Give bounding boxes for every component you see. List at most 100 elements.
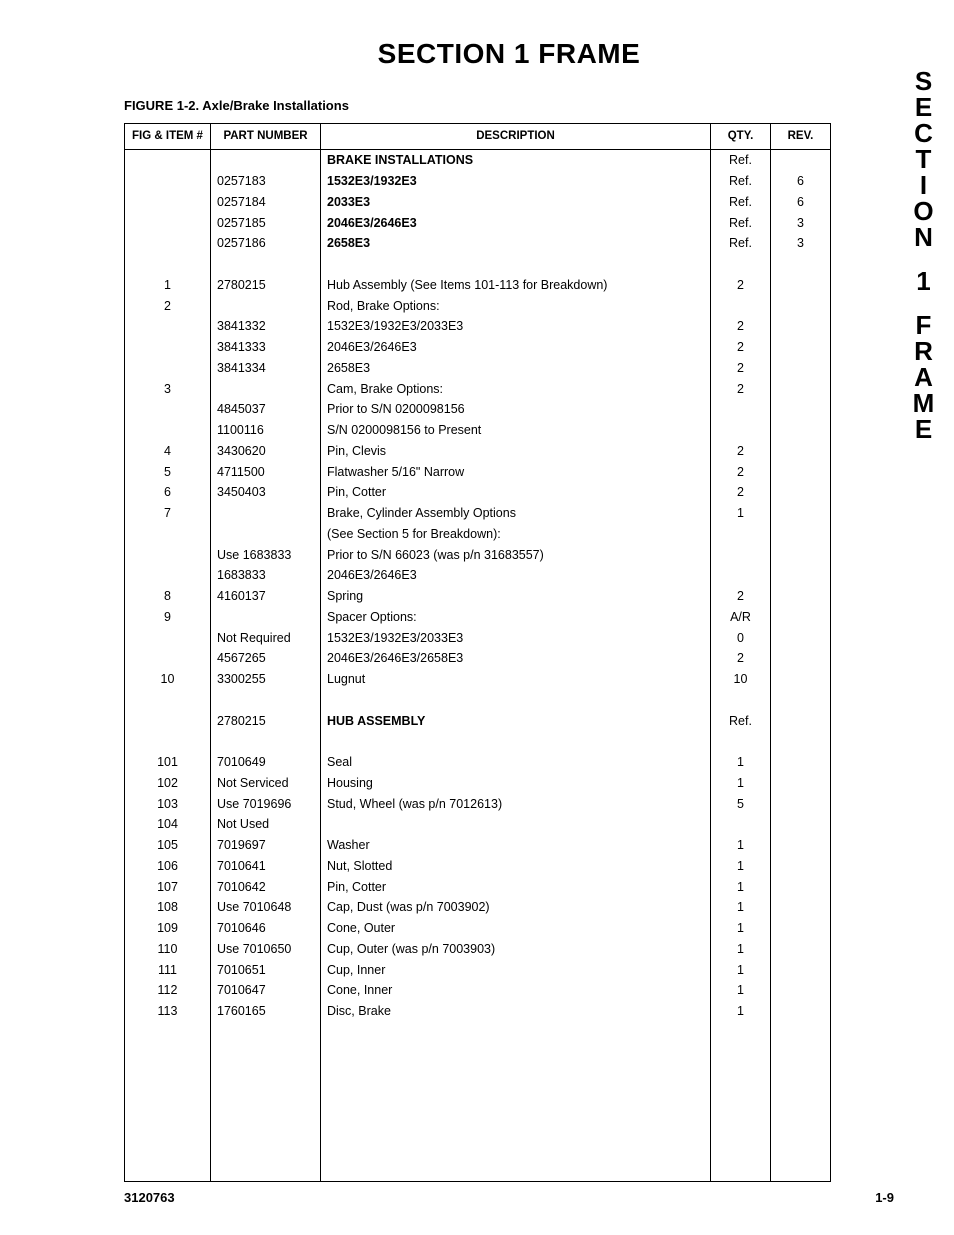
cell: Ref.	[711, 711, 771, 732]
cell: 2	[711, 316, 771, 337]
cell	[771, 814, 831, 835]
cell: 0257184	[211, 192, 321, 213]
cell: 1	[711, 980, 771, 1001]
cell: 3841332	[211, 316, 321, 337]
cell: 7019697	[211, 835, 321, 856]
cell	[771, 960, 831, 981]
cell: Ref.	[711, 233, 771, 254]
cell: Use 1683833	[211, 545, 321, 566]
side-tab-letter: N	[894, 224, 954, 250]
cell: 1	[711, 877, 771, 898]
cell	[711, 524, 771, 545]
table-row: 63450403Pin, Cotter2	[125, 482, 831, 503]
cell: 2046E3/2646E3	[321, 337, 711, 358]
cell	[211, 607, 321, 628]
cell: 105	[125, 835, 211, 856]
cell	[711, 565, 771, 586]
table-row: 110Use 7010650Cup, Outer (was p/n 700390…	[125, 939, 831, 960]
cell: 2046E3/2646E3	[321, 565, 711, 586]
cell	[125, 399, 211, 420]
cell: 10	[125, 669, 211, 690]
cell	[771, 358, 831, 379]
cell	[125, 337, 211, 358]
cell: 108	[125, 897, 211, 918]
cell: Spring	[321, 586, 711, 607]
cell: 3450403	[211, 482, 321, 503]
cell: 7	[125, 503, 211, 524]
cell: Housing	[321, 773, 711, 794]
cell	[125, 192, 211, 213]
table-row: 3Cam, Brake Options:2	[125, 379, 831, 400]
side-tab-letter: E	[894, 416, 954, 442]
table-row	[125, 731, 831, 752]
cell: 6	[125, 482, 211, 503]
cell	[771, 150, 831, 171]
cell: A/R	[711, 607, 771, 628]
cell	[771, 337, 831, 358]
cell	[771, 628, 831, 649]
table-row	[125, 254, 831, 275]
cell	[771, 586, 831, 607]
cell	[321, 814, 711, 835]
table-row: 103Use 7019696Stud, Wheel (was p/n 70126…	[125, 794, 831, 815]
col-header-desc: DESCRIPTION	[321, 124, 711, 150]
table-row: 1097010646Cone, Outer1	[125, 918, 831, 939]
cell: Rod, Brake Options:	[321, 296, 711, 317]
cell: Disc, Brake	[321, 1001, 711, 1022]
cell: 1	[711, 960, 771, 981]
cell	[771, 482, 831, 503]
cell: 2	[711, 586, 771, 607]
page-footer: 3120763 1-9	[124, 1190, 894, 1205]
col-header-pn: PART NUMBER	[211, 124, 321, 150]
cell: 113	[125, 1001, 211, 1022]
cell: 4711500	[211, 462, 321, 483]
cell	[771, 939, 831, 960]
cell: 2	[125, 296, 211, 317]
cell: 3	[771, 233, 831, 254]
cell	[771, 752, 831, 773]
table-row: 1100116S/N 0200098156 to Present	[125, 420, 831, 441]
cell	[771, 462, 831, 483]
cell	[711, 545, 771, 566]
side-tab-letter: F	[894, 312, 954, 338]
cell: Cam, Brake Options:	[321, 379, 711, 400]
cell: 4	[125, 441, 211, 462]
cell: 1532E3/1932E3/2033E3	[321, 316, 711, 337]
cell: 1760165	[211, 1001, 321, 1022]
cell	[771, 399, 831, 420]
cell: 5	[125, 462, 211, 483]
cell: 111	[125, 960, 211, 981]
cell: 4567265	[211, 648, 321, 669]
cell: 110	[125, 939, 211, 960]
cell: Use 7010650	[211, 939, 321, 960]
table-row: Not Required1532E3/1932E3/2033E30	[125, 628, 831, 649]
cell	[211, 150, 321, 171]
table-row: 16838332046E3/2646E3	[125, 565, 831, 586]
cell	[771, 669, 831, 690]
cell: 0257183	[211, 171, 321, 192]
parts-table: FIG & ITEM # PART NUMBER DESCRIPTION QTY…	[124, 123, 831, 1182]
cell: Use 7010648	[211, 897, 321, 918]
cell: 1	[711, 897, 771, 918]
cell: 7010647	[211, 980, 321, 1001]
cell	[771, 897, 831, 918]
cell	[211, 296, 321, 317]
cell: Ref.	[711, 213, 771, 234]
cell: 2	[711, 482, 771, 503]
cell: 4845037	[211, 399, 321, 420]
cell: 7010641	[211, 856, 321, 877]
cell	[125, 213, 211, 234]
cell: BRAKE INSTALLATIONS	[321, 150, 711, 171]
table-header-row: FIG & ITEM # PART NUMBER DESCRIPTION QTY…	[125, 124, 831, 150]
footer-right: 1-9	[875, 1190, 894, 1205]
cell: 1	[711, 856, 771, 877]
cell: 3430620	[211, 441, 321, 462]
col-header-fig: FIG & ITEM #	[125, 124, 211, 150]
cell: Ref.	[711, 150, 771, 171]
cell: 8	[125, 586, 211, 607]
cell	[771, 711, 831, 732]
cell: 5	[711, 794, 771, 815]
cell	[771, 1001, 831, 1022]
cell: 3	[771, 213, 831, 234]
cell: 2046E3/2646E3/2658E3	[321, 648, 711, 669]
